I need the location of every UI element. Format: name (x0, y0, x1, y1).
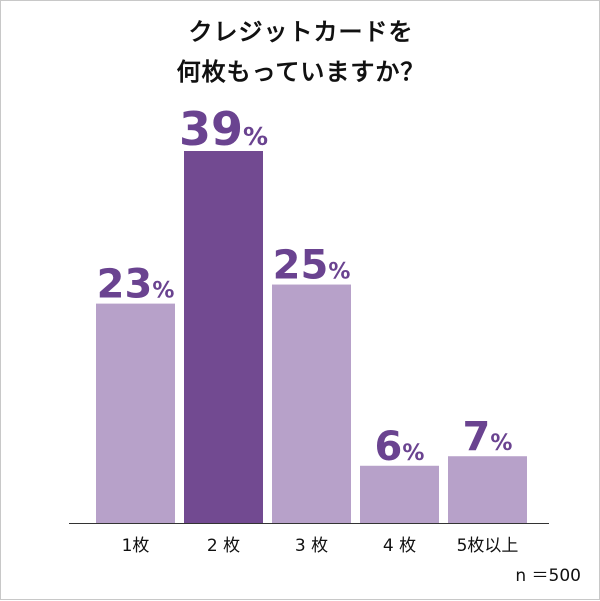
value-number-1: 23 (97, 262, 153, 308)
category-label-3: 3 枚 (295, 536, 328, 556)
category-label-2: 2 枚 (207, 536, 240, 556)
value-number-5: 7 (463, 414, 491, 460)
value-label-4: 6% (375, 424, 425, 470)
value-unit-5: % (490, 431, 512, 456)
value-unit-2: % (243, 122, 268, 151)
value-label-1: 23% (97, 262, 175, 308)
bar-5 (448, 456, 527, 523)
value-label-2: 39% (179, 102, 268, 156)
category-label-5: 5枚以上 (457, 536, 519, 556)
value-label-3: 25% (273, 243, 351, 289)
category-label-4: 4 枚 (383, 536, 416, 556)
value-unit-3: % (328, 260, 350, 285)
value-number-3: 25 (273, 243, 329, 289)
bar-1 (96, 303, 175, 523)
value-number-2: 39 (179, 102, 243, 156)
category-label-1: 1枚 (122, 536, 150, 556)
value-unit-1: % (152, 279, 174, 304)
bar-3 (272, 284, 351, 523)
sample-size-note: n ＝500 (515, 566, 581, 586)
chart-title-line-2: 何枚もっていますか？ (176, 58, 426, 86)
value-label-5: 7% (463, 414, 513, 460)
chart-title-line-1: クレジットカードを (188, 18, 414, 46)
bar-2 (184, 151, 263, 523)
bar-4 (360, 465, 439, 523)
value-unit-4: % (402, 441, 424, 466)
value-number-4: 6 (375, 424, 403, 470)
